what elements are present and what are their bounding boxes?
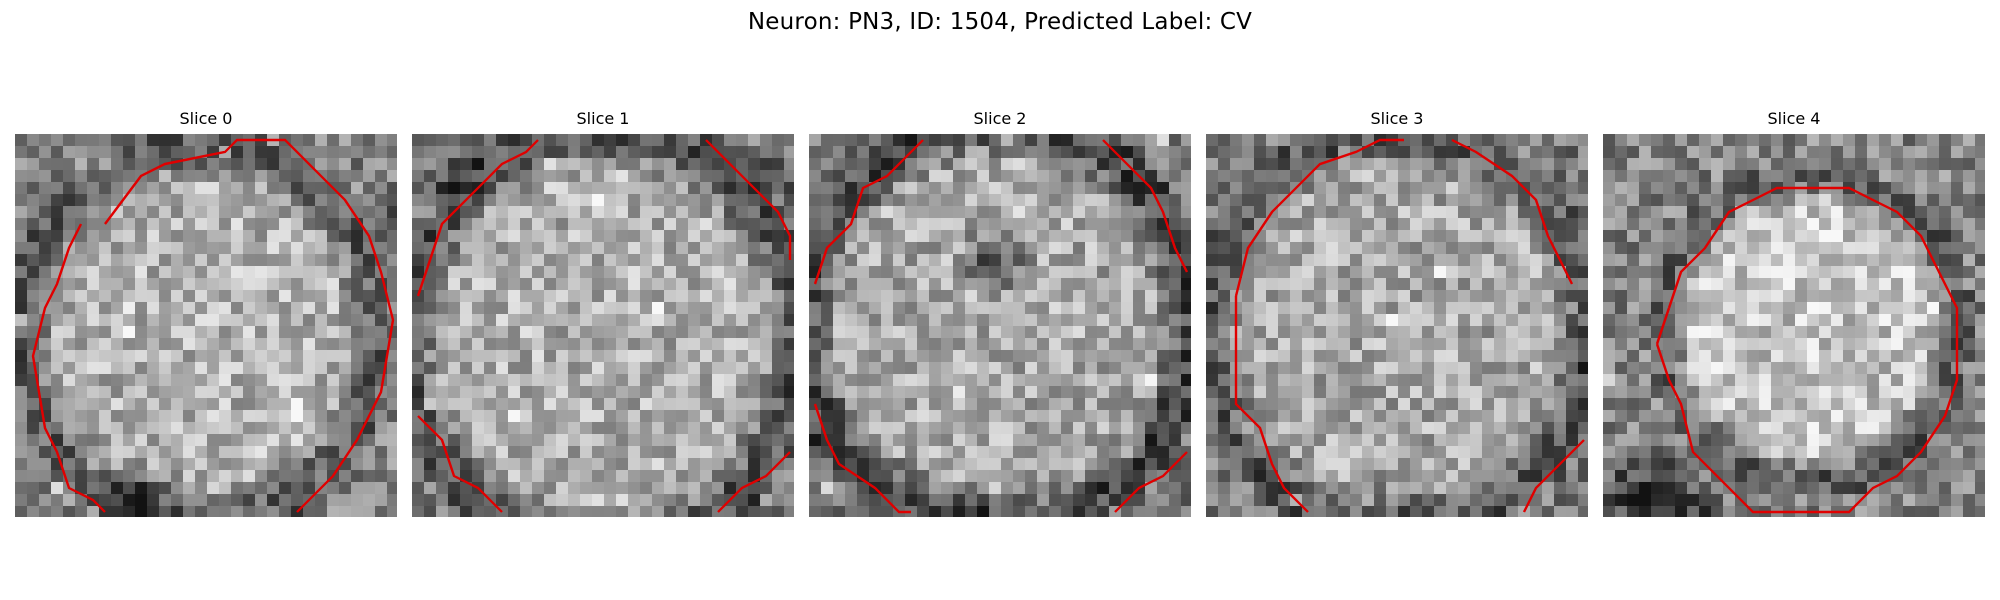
slice-image bbox=[1603, 134, 1985, 517]
figure-title: Neuron: PN3, ID: 1504, Predicted Label: … bbox=[747, 9, 1253, 35]
slice-title: Slice 2 bbox=[973, 109, 1027, 128]
slice-title: Slice 1 bbox=[576, 109, 630, 128]
slice-panel: Slice 3 bbox=[1206, 108, 1588, 517]
slice-image bbox=[809, 134, 1191, 517]
slice-image bbox=[1206, 134, 1588, 517]
slice-title: Slice 0 bbox=[179, 109, 233, 128]
slice-panel: Slice 2 bbox=[809, 108, 1191, 517]
slice-title: Slice 3 bbox=[1370, 109, 1424, 128]
slice-image bbox=[15, 134, 397, 517]
slice-panel: Slice 0 bbox=[15, 108, 397, 517]
slice-panel: Slice 4 bbox=[1603, 108, 1985, 517]
slice-title: Slice 4 bbox=[1767, 109, 1821, 128]
slice-panel: Slice 1 bbox=[412, 108, 794, 517]
slice-image bbox=[412, 134, 794, 517]
